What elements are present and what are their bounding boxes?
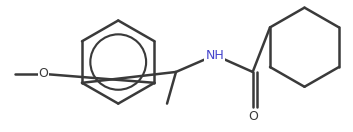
Text: O: O — [38, 67, 48, 80]
Text: O: O — [248, 110, 258, 123]
Text: NH: NH — [205, 49, 224, 62]
